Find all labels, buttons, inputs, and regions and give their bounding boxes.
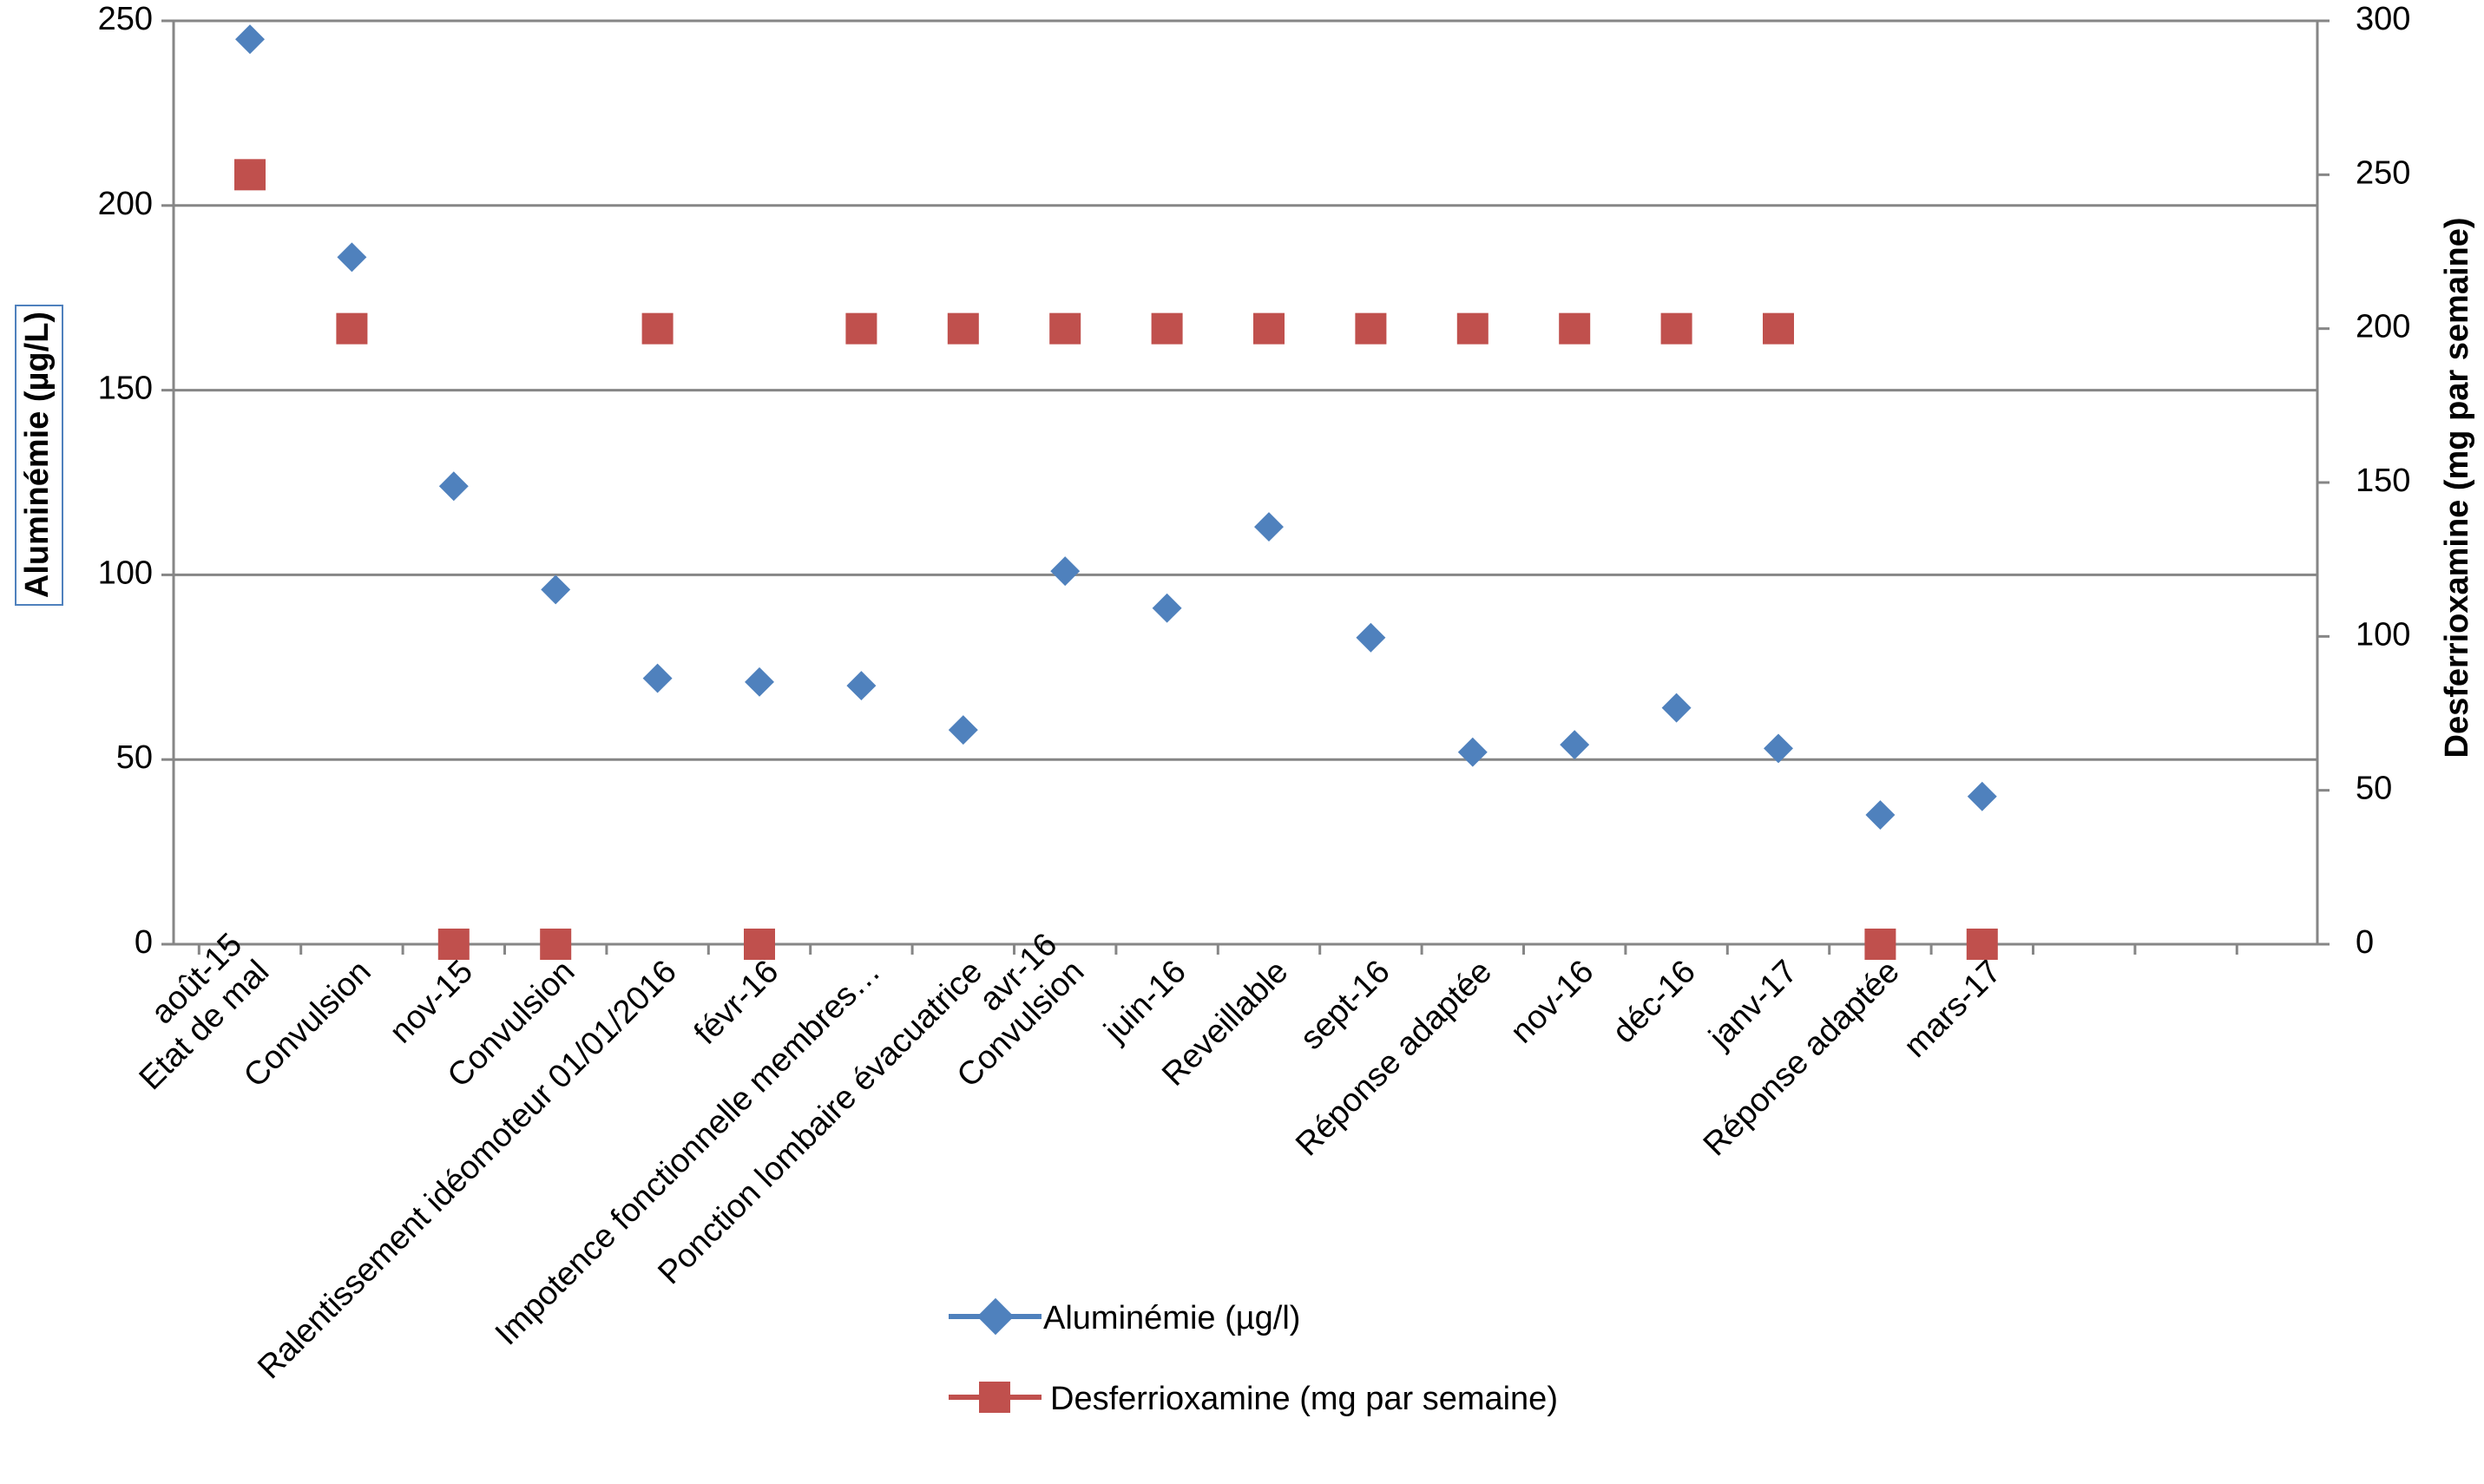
data-point-desferrioxamine [947,312,979,345]
left-axis-ticks: 0 50 100 150 200 250 [98,1,174,961]
legend-item-desferrioxamine: Desferrioxamine (mg par semaine) [949,1381,1558,1417]
data-point-aluminemie [948,715,978,745]
data-point-desferrioxamine [336,312,368,345]
right-tick-label: 100 [2356,616,2410,653]
legend-label-desferrioxamine: Desferrioxamine (mg par semaine) [1050,1381,1558,1417]
data-point-desferrioxamine [1049,312,1081,345]
data-point-aluminemie [337,242,367,273]
axes [172,21,2319,955]
category-label: juin-16 [1097,954,1193,1050]
right-axis-ticks: 0 50 100 150 200 250 300 [2317,1,2410,961]
category-label-text: Réponse adaptée [1697,954,1907,1164]
category-label-text: Réponse adaptée [1289,954,1499,1164]
data-point-desferrioxamine [1253,312,1285,345]
data-point-desferrioxamine [234,159,266,191]
right-tick-label: 200 [2356,309,2410,345]
left-axis-title: Aluminémie (µg/L) [19,312,56,598]
category-label: Impotence fonctionnelle membres… [489,954,888,1353]
legend-item-aluminemie: Aluminémie (µg/l) [949,1297,1300,1336]
data-point-desferrioxamine [437,929,470,960]
left-axis-title-box: Aluminémie (µg/L) [15,305,63,606]
category-label-text: sept-16 [1293,954,1396,1057]
category-label-text: mars-17 [1897,954,2008,1065]
category-label: sept-16 [1293,954,1396,1057]
category-label: févr-16 [687,954,785,1052]
series-aluminemie [235,24,1997,831]
legend-label-aluminemie: Aluminémie (µg/l) [1043,1300,1300,1336]
data-point-desferrioxamine [1966,929,1998,960]
category-label-text: Impotence fonctionnelle membres… [489,954,888,1353]
category-label-text: nov-15 [383,954,480,1051]
category-label: nov-16 [1504,954,1601,1051]
data-point-aluminemie [235,24,265,55]
data-point-aluminemie [438,471,469,502]
data-point-aluminemie [642,663,673,693]
data-point-aluminemie [745,666,774,697]
data-point-desferrioxamine [1559,312,1591,345]
left-tick-label: 100 [98,555,153,591]
category-label: nov-15 [383,954,480,1051]
data-point-desferrioxamine [1763,312,1794,345]
category-label: déc-16 [1606,954,1703,1051]
data-point-desferrioxamine [744,929,775,960]
data-point-aluminemie [1254,512,1284,542]
category-label: mars-17 [1897,954,2008,1065]
data-point-desferrioxamine [845,312,877,345]
data-point-desferrioxamine [1456,312,1488,345]
data-point-aluminemie [1967,781,1997,811]
right-tick-label: 300 [2356,1,2410,37]
data-point-desferrioxamine [1151,312,1183,345]
category-label-text: juin-16 [1097,954,1193,1050]
right-axis-title: Desferrioxamine (mg par semaine) [2439,217,2475,758]
data-point-aluminemie [1560,730,1590,760]
left-tick-label: 150 [98,371,153,407]
data-point-desferrioxamine [1660,312,1692,345]
right-tick-label: 250 [2356,154,2410,191]
data-point-aluminemie [1152,593,1182,623]
category-label-text: déc-16 [1606,954,1703,1051]
right-tick-label: 50 [2356,771,2392,807]
data-point-desferrioxamine [1355,312,1387,345]
left-tick-label: 0 [135,924,153,961]
data-point-desferrioxamine [540,929,572,960]
category-label-text: nov-16 [1504,954,1601,1051]
gridlines [174,19,2317,761]
data-point-aluminemie [1050,556,1081,587]
left-tick-label: 50 [116,739,153,776]
right-tick-label: 0 [2356,924,2374,961]
data-point-desferrioxamine [641,312,674,345]
data-point-aluminemie [1661,693,1692,723]
category-label: Réponse adaptée [1289,954,1499,1164]
left-tick-label: 200 [98,186,153,222]
category-label-text: janv-17 [1702,954,1805,1057]
data-point-aluminemie [541,575,571,605]
series-desferrioxamine [234,159,1998,960]
data-point-aluminemie [846,671,877,701]
data-point-aluminemie [1865,800,1896,831]
category-label-text: févr-16 [687,954,785,1052]
right-tick-label: 150 [2356,463,2410,499]
data-point-aluminemie [1356,622,1386,653]
category-label: Réponse adaptée [1697,954,1907,1164]
legend: Aluminémie (µg/l) Desferrioxamine (mg pa… [949,1297,1558,1417]
data-point-aluminemie [1457,737,1488,767]
category-label: janv-17 [1702,954,1805,1057]
left-tick-label: 250 [98,1,153,37]
data-point-desferrioxamine [1864,929,1896,960]
